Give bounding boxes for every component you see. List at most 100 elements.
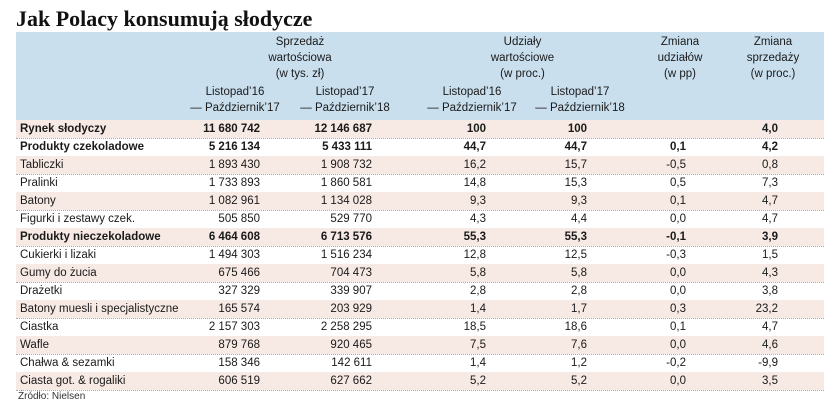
header-sales-change-line-2: sprzedaży: [746, 52, 800, 64]
cell-s2: 1 860 581: [320, 177, 372, 189]
cell-u2: 44,7: [564, 141, 587, 153]
header-shares-line-1: Udziały: [503, 36, 542, 48]
row-divider: [16, 210, 824, 211]
cell-zu: 0,0: [670, 267, 686, 279]
cell-s1: 505 850: [218, 213, 260, 225]
cell-s2: 627 662: [330, 375, 372, 387]
cell-u2: 7,6: [571, 339, 587, 351]
header-share-change-line-1: Zmiana: [660, 36, 700, 48]
cell-s2: 1 908 732: [320, 159, 372, 171]
cell-zu: -0,2: [666, 357, 686, 369]
header-sales-change-line-3: (w proc.): [750, 68, 796, 80]
row-divider: [16, 354, 824, 355]
table-row: [16, 228, 824, 246]
header-sales-line-1: Sprzedaż: [275, 36, 325, 48]
row-divider: [16, 246, 824, 247]
header-shares-line-2: wartościowe: [490, 52, 555, 64]
cell-s2: 529 770: [330, 213, 372, 225]
cell-s2: 203 929: [330, 303, 372, 315]
period-2-line-1: Listopad’17: [315, 86, 375, 98]
cell-s2: 920 465: [330, 339, 372, 351]
cell-s1: 5 216 134: [208, 141, 260, 153]
shares-period-1-line-1: Listopad’16: [442, 86, 502, 98]
row-divider: [16, 174, 824, 175]
cell-zs: 4,7: [762, 321, 778, 333]
cell-zs: -9,9: [758, 357, 778, 369]
cell-u1: 16,2: [463, 159, 486, 171]
cell-zs: 4,7: [762, 195, 778, 207]
cell-u1: 100: [466, 123, 486, 135]
cell-u1: 7,5: [470, 339, 486, 351]
cell-u2: 15,7: [564, 159, 587, 171]
cell-zu: -0,5: [666, 159, 686, 171]
cell-u1: 2,8: [470, 285, 486, 297]
cell-zu: 0,3: [670, 303, 686, 315]
header-sales-period-1: Listopad’16 — Październik’17: [180, 84, 290, 116]
row-divider: [16, 318, 824, 319]
cell-zs: 4,3: [762, 267, 778, 279]
table-header: [16, 32, 824, 120]
header-shares-period-1: Listopad’16 — Październik’17: [417, 84, 527, 116]
header-sales-line-3: (w tys. zł): [275, 68, 325, 80]
period-2-line-2: — Październik’18: [300, 102, 390, 114]
cell-u2: 5,2: [571, 375, 587, 387]
cell-s2: 704 473: [330, 267, 372, 279]
row-label: Wafle: [20, 339, 49, 351]
header-sales-period-2: Listopad’17 — Październik’18: [285, 84, 405, 116]
cell-u1: 18,5: [463, 321, 486, 333]
header-sales-line-2: wartościowa: [268, 52, 332, 64]
table-row: [16, 120, 824, 138]
cell-u1: 5,8: [470, 267, 486, 279]
table-row: [16, 264, 824, 282]
cell-s2: 5 433 111: [322, 141, 372, 153]
cell-zs: 7,3: [762, 177, 778, 189]
table-row: [16, 282, 824, 300]
cell-s1: 1 893 430: [208, 159, 260, 171]
header-sales-change-line-1: Zmiana: [753, 36, 793, 48]
header-share-change: Zmiana udziałów (w pp): [635, 34, 725, 82]
shares-period-1-line-2: — Październik’17: [427, 102, 517, 114]
cell-zu: 0,5: [670, 177, 686, 189]
row-label: Rynek słodyczy: [20, 123, 107, 135]
shares-period-2-line-2: — Październik’18: [535, 102, 625, 114]
cell-u1: 14,8: [463, 177, 486, 189]
cell-u1: 44,7: [463, 141, 486, 153]
cell-zs: 4,0: [762, 123, 778, 135]
cell-s1: 11 680 742: [203, 123, 260, 135]
cell-zs: 3,8: [762, 285, 778, 297]
table-row: [16, 246, 824, 264]
cell-u1: 1,4: [470, 357, 486, 369]
cell-u2: 1,2: [571, 357, 587, 369]
cell-s2: 12 146 687: [314, 123, 372, 135]
cell-zs: 0,8: [762, 159, 778, 171]
row-label: Gumy do żucia: [20, 267, 97, 279]
cell-zs: 4,7: [762, 213, 778, 225]
cell-u2: 100: [567, 123, 587, 135]
header-sales: Sprzedaż wartościowa (w tys. zł): [190, 34, 410, 82]
cell-u2: 5,8: [571, 267, 587, 279]
cell-u1: 9,3: [470, 195, 486, 207]
cell-s2: 142 611: [331, 357, 372, 369]
header-share-change-line-2: udziałów: [657, 52, 703, 64]
table-row: [16, 318, 824, 336]
header-shares: Udziały wartościowe (w proc.): [410, 34, 635, 82]
row-label: Pralinki: [20, 177, 58, 189]
cell-u1: 5,2: [470, 375, 486, 387]
header-share-change-line-3: (w pp): [664, 68, 696, 80]
row-label: Drażetki: [20, 285, 63, 297]
row-label: Ciasta got. & rogaliki: [20, 375, 126, 387]
cell-zu: -0,1: [666, 231, 686, 243]
table-row: [16, 156, 824, 174]
cell-s1: 165 574: [218, 303, 260, 315]
cell-s2: 339 907: [330, 285, 372, 297]
cell-zu: -0,3: [666, 249, 686, 261]
table-row: [16, 300, 824, 318]
row-label: Chałwa & sezamki: [20, 357, 115, 369]
cell-s1: 327 329: [218, 285, 260, 297]
cell-zu: 0,0: [670, 213, 686, 225]
cell-s2: 1 516 234: [320, 249, 372, 261]
row-label: Batony muesli i specjalistyczne: [20, 303, 179, 315]
cell-zs: 4,2: [762, 141, 778, 153]
cell-zs: 3,5: [762, 375, 778, 387]
source-note: Źródło: Nielsen: [18, 391, 86, 402]
